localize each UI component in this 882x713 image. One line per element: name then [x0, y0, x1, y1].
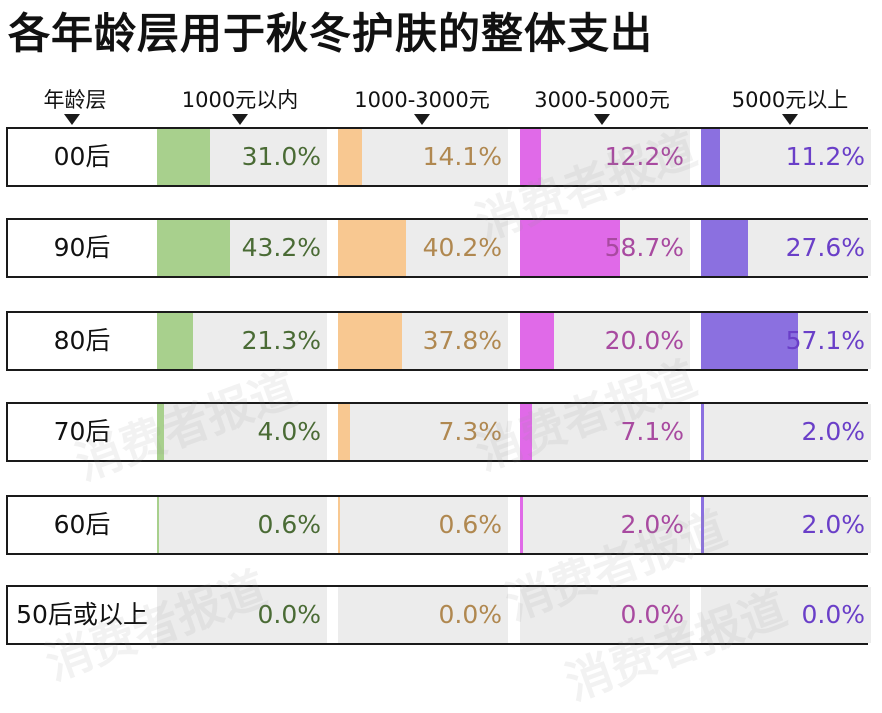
bar	[157, 129, 210, 185]
row-label: 80后	[53, 326, 111, 355]
row-header-arrow-icon	[64, 114, 80, 125]
bar-cell: 0.0%	[520, 587, 690, 643]
watermark: 消费者报道	[38, 561, 274, 691]
data-label: 2.0%	[801, 417, 865, 446]
row-label: 00后	[53, 142, 111, 171]
row-header-label: 年龄层	[43, 88, 107, 112]
table-row: 90后 43.2% 40.2% 58.7% 27.6%	[6, 218, 871, 278]
data-label: 0.0%	[801, 600, 865, 629]
data-label: 57.1%	[785, 326, 865, 355]
bar	[701, 220, 748, 276]
column-header-3: 3000-5000元	[534, 88, 670, 112]
bar	[157, 497, 159, 553]
bar-cell: 14.1%	[338, 129, 508, 185]
data-label: 58.7%	[604, 233, 684, 262]
chart-title: 各年龄层用于秋冬护肤的整体支出	[8, 9, 654, 58]
data-label: 40.2%	[422, 233, 502, 262]
bar-cell: 40.2%	[338, 220, 508, 276]
data-label: 0.6%	[438, 510, 502, 539]
data-label: 4.0%	[257, 417, 321, 446]
data-label: 2.0%	[801, 510, 865, 539]
bar	[338, 313, 403, 369]
bar-cell: 20.0%	[520, 313, 690, 369]
bar	[701, 404, 705, 460]
bar	[157, 313, 194, 369]
bar-cell: 4.0%	[157, 404, 327, 460]
table-row: 60后 0.6% 0.6% 2.0% 2.0%	[6, 495, 871, 555]
bar-cell: 58.7%	[520, 220, 690, 276]
data-label: 12.2%	[604, 142, 684, 171]
data-label: 7.1%	[620, 417, 684, 446]
bar-cell: 7.3%	[338, 404, 508, 460]
bar	[520, 129, 541, 185]
data-label: 11.2%	[785, 142, 865, 171]
row-label: 70后	[53, 417, 111, 446]
data-label: 20.0%	[604, 326, 684, 355]
bar-cell: 2.0%	[520, 497, 690, 553]
bar	[338, 497, 340, 553]
row-label: 60后	[53, 510, 111, 539]
data-label: 14.1%	[422, 142, 502, 171]
table-row: 50后或以上 0.0% 0.0% 0.0% 0.0%	[6, 585, 871, 645]
bar-cell: 37.8%	[338, 313, 508, 369]
column-header-2: 1000-3000元	[354, 88, 490, 112]
bar-cell: 7.1%	[520, 404, 690, 460]
bar-cell: 21.3%	[157, 313, 327, 369]
column-arrow-icon	[232, 114, 248, 125]
bar-cell: 11.2%	[701, 129, 871, 185]
bar	[157, 220, 231, 276]
row-label: 50后或以上	[16, 600, 148, 629]
column-header-4: 5000元以上	[731, 88, 849, 112]
data-label: 21.3%	[241, 326, 321, 355]
data-label: 7.3%	[438, 417, 502, 446]
bar	[701, 313, 799, 369]
bar	[701, 497, 705, 553]
bar-cell: 0.0%	[157, 587, 327, 643]
bar-cell: 2.0%	[701, 497, 871, 553]
bar-cell: 43.2%	[157, 220, 327, 276]
data-label: 0.0%	[438, 600, 502, 629]
table-row: 80后 21.3% 37.8% 20.0% 57.1%	[6, 311, 871, 371]
bar-cell: 12.2%	[520, 129, 690, 185]
table-row: 00后 31.0% 14.1% 12.2% 11.2%	[6, 127, 871, 187]
bar	[338, 129, 362, 185]
bar-cell: 0.6%	[338, 497, 508, 553]
bar	[520, 220, 620, 276]
bar	[157, 404, 164, 460]
data-label: 27.6%	[785, 233, 865, 262]
data-label: 0.0%	[620, 600, 684, 629]
watermark: 消费者报道	[68, 361, 304, 491]
bar-cell: 2.0%	[701, 404, 871, 460]
bar	[338, 220, 407, 276]
column-arrow-icon	[414, 114, 430, 125]
data-label: 43.2%	[241, 233, 321, 262]
column-header-1: 1000元以内	[181, 88, 299, 112]
data-label: 0.0%	[257, 600, 321, 629]
bar-cell: 0.0%	[701, 587, 871, 643]
data-label: 0.6%	[257, 510, 321, 539]
bar-cell: 57.1%	[701, 313, 871, 369]
data-label: 37.8%	[422, 326, 502, 355]
bar	[520, 404, 533, 460]
bar	[520, 497, 524, 553]
data-label: 2.0%	[620, 510, 684, 539]
bar-cell: 31.0%	[157, 129, 327, 185]
bar	[338, 404, 351, 460]
column-arrow-icon	[594, 114, 610, 125]
bar-cell: 0.6%	[157, 497, 327, 553]
row-label: 90后	[53, 233, 111, 262]
bar-cell: 0.0%	[338, 587, 508, 643]
data-label: 31.0%	[241, 142, 321, 171]
bar	[701, 129, 721, 185]
bar	[520, 313, 554, 369]
column-arrow-icon	[782, 114, 798, 125]
bar-cell: 27.6%	[701, 220, 871, 276]
table-row: 70后 4.0% 7.3% 7.1% 2.0%	[6, 402, 871, 462]
